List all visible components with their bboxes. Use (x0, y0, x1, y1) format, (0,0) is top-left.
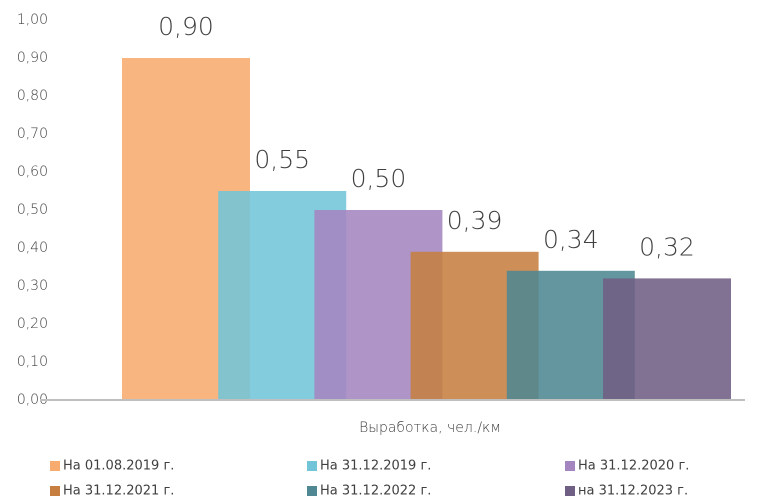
legend-swatch (307, 486, 317, 496)
legend-label: На 31.12.2019 г. (320, 459, 431, 474)
legend-label: На 31.12.2022 г. (320, 484, 431, 499)
data-label: 0,55 (254, 145, 310, 174)
legend-swatch (307, 461, 317, 471)
legend-swatch (50, 461, 60, 471)
legend-label: на 31.12.2023 г. (578, 484, 688, 499)
bar (603, 278, 731, 400)
legend-label: На 31.12.2020 г. (578, 459, 689, 474)
y-tick-label: 0,60 (17, 164, 48, 180)
y-tick-label: 0,40 (17, 240, 48, 256)
data-label: 0,34 (543, 225, 599, 254)
y-tick-label: 0,20 (17, 316, 48, 332)
legend-label: На 31.12.2021 г. (63, 484, 174, 499)
data-label: 0,32 (639, 232, 695, 261)
y-tick-label: 0,50 (17, 202, 48, 218)
legend-swatch (50, 486, 60, 496)
legend-swatch (565, 461, 575, 471)
legend-label: На 01.08.2019 г. (63, 459, 174, 474)
data-label: 0,39 (447, 206, 503, 235)
x-tick-label: Выработка, чел./км (359, 420, 501, 436)
y-tick-label: 0,30 (17, 278, 48, 294)
y-tick-label: 0,80 (17, 88, 48, 104)
y-tick-label: 0,00 (17, 392, 48, 408)
y-tick-label: 0,70 (17, 126, 48, 142)
data-label: 0,50 (351, 164, 407, 193)
y-tick-label: 0,90 (17, 50, 48, 66)
legend-swatch (565, 486, 575, 496)
data-label: 0,90 (158, 12, 214, 41)
y-tick-label: 0,10 (17, 354, 48, 370)
y-tick-label: 1,00 (17, 12, 48, 28)
